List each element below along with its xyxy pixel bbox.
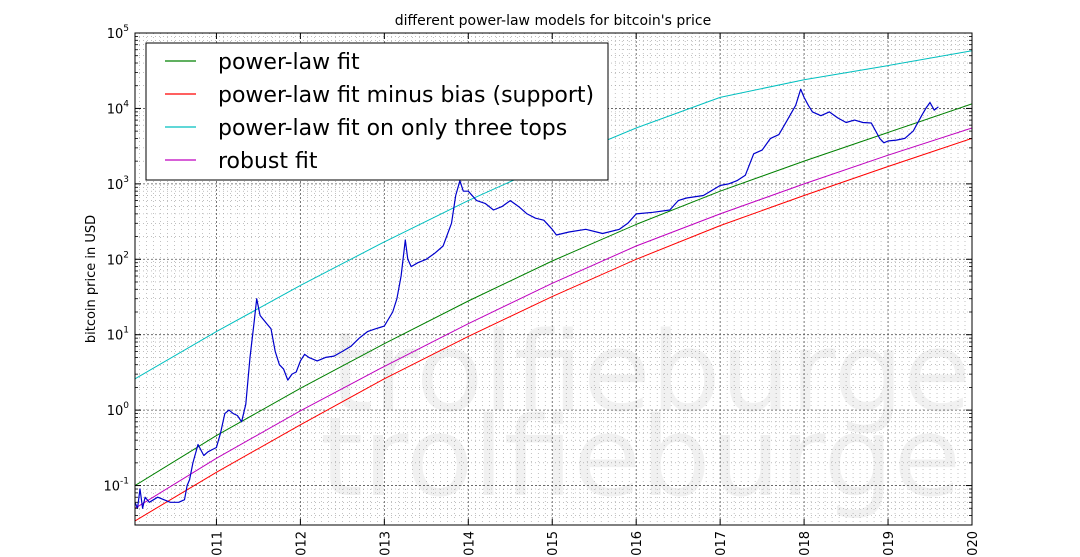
legend-label: power-law fit [218,50,360,75]
x-tick-label: 017 [714,531,729,556]
x-tick-label: 014 [462,531,477,556]
watermark: trolfieburger1 trolfieburger.com [320,308,1080,521]
legend-box [145,42,609,181]
series-line-2 [135,137,972,522]
x-tick-label: 019 [882,531,897,556]
legend-label: robust fit [218,149,318,174]
series-line-1 [135,103,972,487]
y-tick-label: 100 [107,401,130,419]
series-line-5 [135,88,939,509]
x-tick-label: 011 [210,531,225,556]
chart-title: different power-law models for bitcoin's… [395,13,711,29]
y-tick-label: 10-1 [103,477,129,495]
x-tick-label: 016 [630,531,645,556]
y-tick-labels: 10-1 100 101 102 103 104 105 [103,24,129,495]
plot-frame [134,32,973,526]
y-tick-label: 105 [107,24,129,42]
y-axis-label: bitcoin price in USD [84,215,99,343]
y-tick-label: 104 [107,99,130,117]
watermark-line2: trolfieburger.com [320,393,1080,521]
x-tick-label: 013 [378,531,393,556]
x-tick-label: 015 [546,531,561,556]
legend-label: power-law fit minus bias (support) [218,83,594,108]
series-line-4 [135,127,972,509]
y-tick-label: 103 [107,175,129,193]
x-tick-label: 018 [798,531,813,556]
y-tick-label: 101 [107,326,129,344]
x-tick-label: 012 [294,531,309,556]
legend: power-law fit power-law fit minus bias (s… [145,42,609,181]
ticks [135,32,973,525]
grid [135,33,972,525]
y-tick-label: 102 [107,250,129,268]
x-tick-labels: 011 012 013 014 015 016 017 018 019 020 [210,531,981,556]
legend-label: power-law fit on only three tops [218,116,567,141]
x-tick-label: 020 [966,531,981,556]
watermark-line1: trolfieburger1 [330,308,1080,436]
